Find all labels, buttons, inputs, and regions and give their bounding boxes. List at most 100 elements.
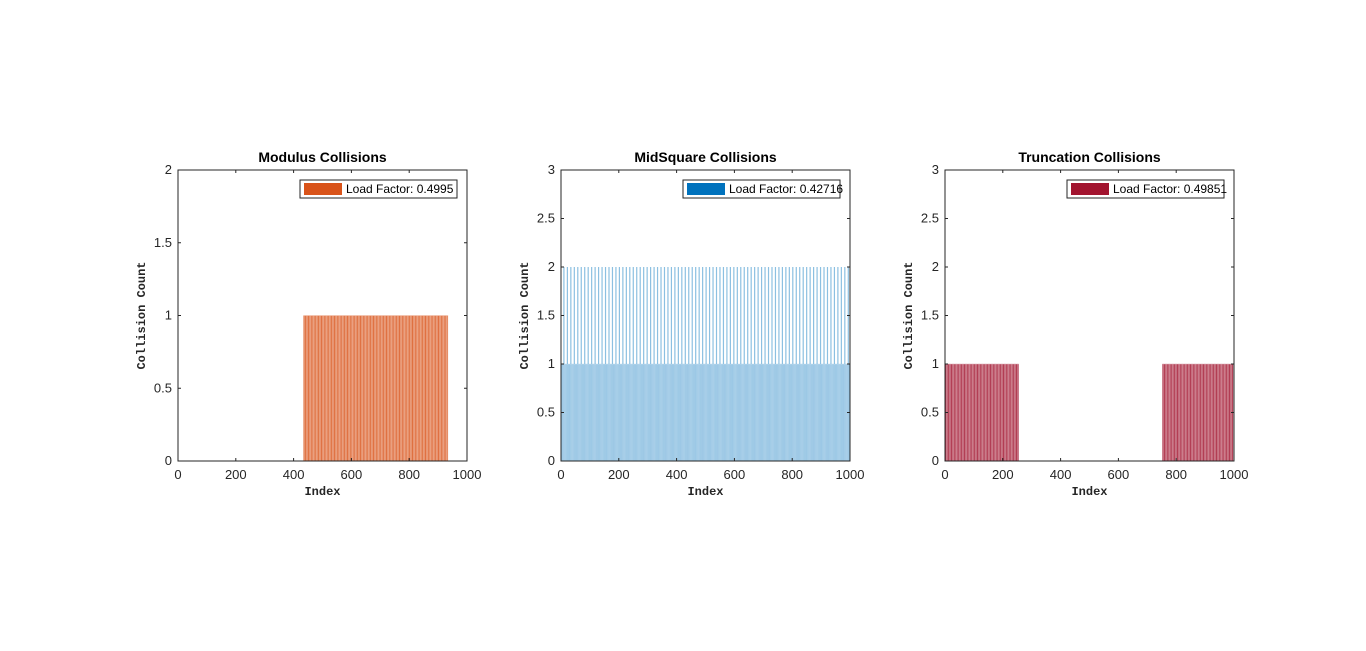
bar-peak [653,267,655,364]
bar-peak [764,267,766,364]
bar-peak [584,267,586,364]
y-tick-label: 0.5 [921,405,939,420]
x-tick-label: 400 [283,467,305,482]
x-tick-label: 800 [781,467,803,482]
y-tick-label: 0.5 [154,380,172,395]
bar-peak [632,267,634,364]
bar-peak [809,267,811,364]
bar-peak [767,267,770,364]
bar-peak [781,267,783,364]
bar-peak [740,267,742,364]
bar-peak [830,267,832,364]
bar-peak [771,267,773,364]
y-axis-label: Collision Count [902,261,916,369]
bar-peak [733,267,735,364]
bar-peak [636,267,638,364]
bar-peak [646,267,648,364]
chart-panel-1: 0 0.5 1 1.5 2 0 200 400 600 800 1000 Modulus Collis… [135,149,481,499]
bar-peak [695,267,697,364]
x-axis-label: Index [304,485,340,499]
bar-peak [688,267,690,364]
y-tick-label: 2 [932,259,939,274]
legend-swatch [304,183,342,195]
x-tick-label: 0 [174,467,181,482]
bar-peak [736,267,738,364]
bar-peak [587,267,589,364]
bar-peak [837,267,839,364]
legend-swatch [687,183,725,195]
bar-peak [681,267,683,364]
bar-peak [754,267,756,364]
bar-peak [702,267,704,364]
x-axis-label: Index [1071,485,1107,499]
y-tick-label: 2 [548,259,555,274]
chart-panel-2: 0 0.5 1 1.5 2 2.5 3 0 200 400 600 800 1000 MidSquare … [518,149,864,499]
x-tick-label: 400 [1050,467,1072,482]
x-tick-label: 600 [724,467,746,482]
bar-peak [743,267,745,364]
x-tick-label: 800 [398,467,420,482]
bar-peak [615,267,617,364]
bar-peak [799,267,801,364]
chart-panel-3: 0 0.5 1 1.5 2 2.5 3 0 200 400 600 800 1000 Truncation… [902,149,1248,499]
bar-peak [601,267,603,364]
bar-peak [570,267,572,364]
bar-peak [726,267,728,364]
y-tick-label: 3 [932,162,939,177]
bar-peak [591,267,593,364]
y-tick-label: 1 [548,356,555,371]
y-tick-label: 1.5 [537,308,555,323]
bar-peak [747,267,749,364]
bar-peak [663,267,666,364]
y-axis-label: Collision Count [135,261,149,369]
bar [446,315,449,462]
bar-peak [774,267,777,364]
bar-peak [712,267,714,364]
bar-peak [813,267,815,364]
y-tick-label: 2.5 [537,211,555,226]
bar-peak [823,267,825,364]
bar-peak [802,267,804,364]
bar-peak [629,267,631,364]
bar-peak [792,267,794,364]
bar-peak [833,267,836,364]
bar-peak [806,267,808,364]
bar-peak [826,267,829,364]
legend-swatch [1071,183,1109,195]
legend-label: Load Factor: 0.4995 [346,182,454,196]
bar-peak [729,267,731,364]
x-tick-label: 1000 [836,467,865,482]
bar-peak [705,267,707,364]
bar-peak [611,267,614,364]
bar-peak [580,267,582,364]
bar-peak [719,267,721,364]
bar-peak [844,267,846,364]
bar-peak [660,267,662,364]
y-tick-label: 1 [165,308,172,323]
y-tick-label: 1.5 [154,235,172,250]
y-tick-label: 0 [165,453,172,468]
bar-peak [698,267,700,364]
x-tick-label: 600 [1108,467,1130,482]
x-tick-label: 1000 [453,467,482,482]
bar-peak [670,267,673,364]
bar-peak [691,267,693,364]
bar-peak [639,267,641,364]
bar-peak [573,267,575,364]
bar-peak [785,267,787,364]
bar-peak [625,267,627,364]
x-axis-label: Index [687,485,723,499]
bar-peak [722,267,725,364]
bar-peak [604,267,607,364]
legend: Load Factor: 0.49851 [1066,179,1227,199]
y-tick-label: 0 [548,453,555,468]
bar-peak [608,267,610,364]
bars [303,315,449,462]
chart-title: MidSquare Collisions [634,149,777,165]
y-tick-label: 3 [548,162,555,177]
chart-title: Modulus Collisions [258,149,387,165]
bar [1017,363,1019,462]
bar-peak [788,267,790,364]
bar-peak [566,267,568,364]
